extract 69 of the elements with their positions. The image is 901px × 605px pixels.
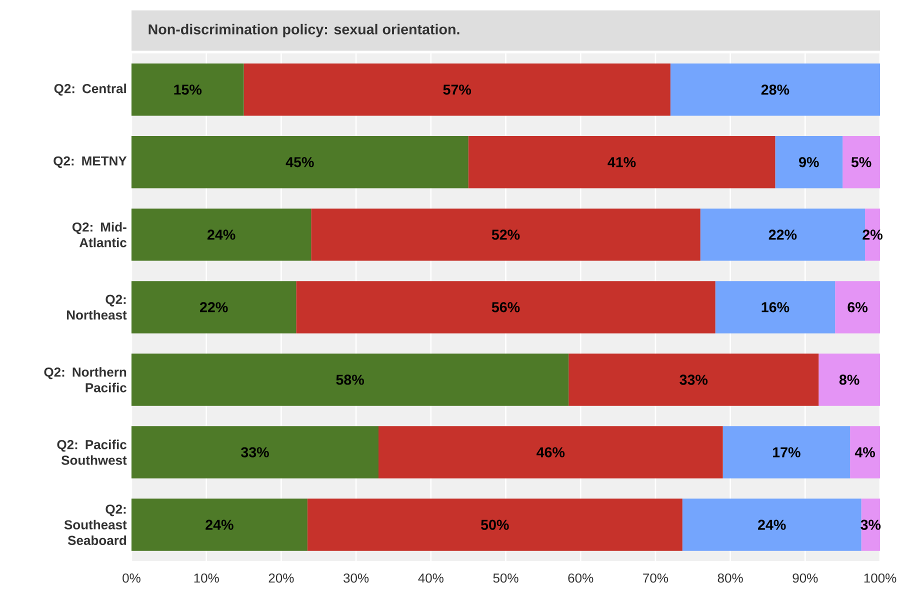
bar xyxy=(131,280,296,334)
bar xyxy=(131,63,244,116)
bar xyxy=(311,208,700,261)
chart-title: Non-discrimination policy: sexual orientation. xyxy=(148,24,460,38)
data-label: 24% xyxy=(758,520,786,530)
data-label: 33% xyxy=(680,374,708,385)
y-tick-label: Q2: Northern Pacific xyxy=(44,367,127,392)
data-label: 15% xyxy=(174,84,202,95)
bar xyxy=(131,136,468,188)
x-tick-label: 40% xyxy=(418,573,444,583)
data-label: 8% xyxy=(839,374,860,385)
bar xyxy=(131,426,378,478)
bar xyxy=(842,136,880,188)
bar xyxy=(131,498,308,551)
bar xyxy=(722,426,850,478)
bar xyxy=(682,498,862,551)
bar xyxy=(131,208,312,261)
data-label: 17% xyxy=(773,447,800,458)
bar xyxy=(468,136,776,188)
bar xyxy=(568,353,819,406)
x-tick-label: 90% xyxy=(792,573,818,583)
bar xyxy=(244,63,670,116)
bar xyxy=(131,353,569,406)
x-tick-label: 100% xyxy=(864,573,896,583)
data-label: 5% xyxy=(851,156,872,168)
data-label: 50% xyxy=(481,520,509,530)
x-tick-label: 70% xyxy=(643,573,668,583)
y-tick-label: Q2: Northeast xyxy=(67,294,127,320)
data-label: 33% xyxy=(240,447,269,458)
data-label: 52% xyxy=(492,229,520,240)
data-label: 9% xyxy=(799,156,819,168)
data-label: 3% xyxy=(860,520,881,530)
data-label: 24% xyxy=(207,229,236,240)
data-label: 46% xyxy=(536,447,565,458)
y-tick-label: Q2: Pacific Southwest xyxy=(57,440,127,465)
y-tick-label: Q2: Southeast Seaboard xyxy=(64,504,127,545)
bar xyxy=(296,280,716,334)
bar xyxy=(835,280,880,334)
x-tick-label: 30% xyxy=(344,573,369,583)
data-label: 4% xyxy=(854,447,876,458)
bar xyxy=(378,426,723,478)
data-label: 58% xyxy=(336,374,364,385)
x-tick-label: 50% xyxy=(493,573,518,583)
x-tick-label: 10% xyxy=(194,573,219,583)
x-tick-label: 80% xyxy=(718,573,743,583)
data-label: 28% xyxy=(761,84,790,95)
bar xyxy=(818,353,880,406)
data-label: 22% xyxy=(200,302,228,312)
bar xyxy=(307,498,682,551)
x-tick-label: 20% xyxy=(268,573,294,583)
data-label: 57% xyxy=(443,84,472,95)
bar xyxy=(715,280,836,334)
bar xyxy=(861,498,880,551)
bar xyxy=(850,426,880,478)
y-tick-label: Q2: METNY xyxy=(54,156,127,168)
y-tick-label: Q2: Central xyxy=(54,83,126,96)
data-label: 24% xyxy=(206,520,234,530)
data-label: 22% xyxy=(768,229,797,240)
data-label: 6% xyxy=(848,302,868,312)
data-label: 2% xyxy=(862,229,882,240)
bar xyxy=(670,63,880,116)
x-tick-label: 0% xyxy=(122,573,140,583)
x-tick-label: 60% xyxy=(568,573,594,583)
data-label: 41% xyxy=(608,156,636,168)
bar xyxy=(775,136,843,188)
y-tick-label: Q2: Mid-Atlantic xyxy=(72,222,127,248)
data-label: 16% xyxy=(762,302,790,312)
data-label: 45% xyxy=(286,156,314,168)
data-label: 56% xyxy=(492,302,520,312)
